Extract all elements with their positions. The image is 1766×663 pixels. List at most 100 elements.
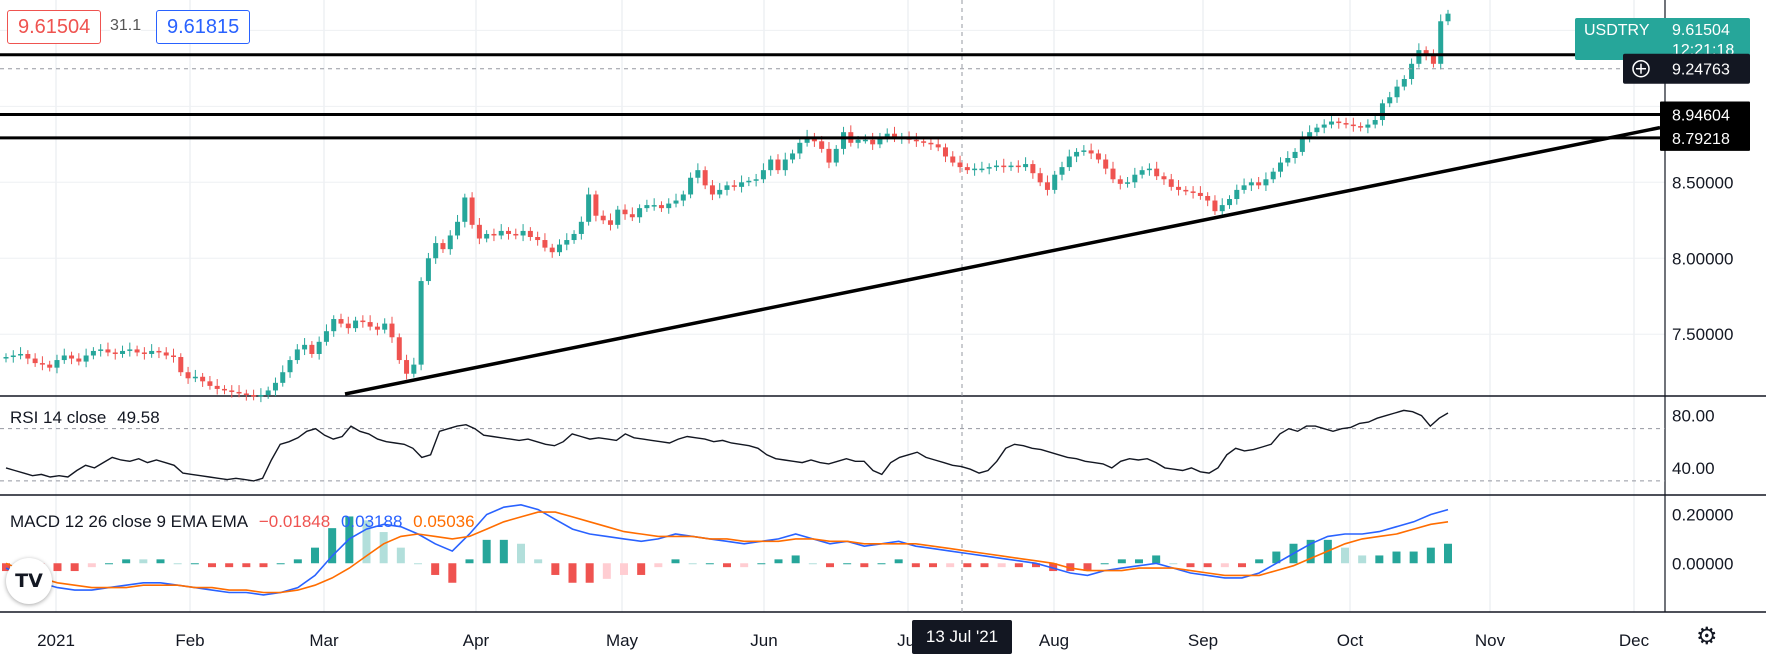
candle: [1277, 157, 1283, 178]
macd-legend[interactable]: MACD 12 26 close 9 EMA EMA −0.01848 0.03…: [10, 512, 481, 532]
candle-body: [790, 153, 796, 160]
candle: [1183, 186, 1189, 196]
candle: [47, 360, 53, 372]
candle-body: [564, 240, 570, 245]
candle-body: [942, 147, 948, 157]
time-axis[interactable]: 2021 Feb Mar Apr May Jun Jul Aug Sep Oct Nov Dec: [37, 631, 1650, 650]
candle: [1219, 198, 1225, 217]
macd-histogram-bar: [1375, 555, 1384, 564]
candle-body: [972, 168, 978, 171]
candle-body: [1321, 124, 1327, 128]
candle: [229, 385, 235, 398]
candle-body: [1205, 195, 1211, 201]
rsi-line: [5, 409, 1449, 482]
macd-histogram-bar: [1392, 551, 1401, 564]
candle: [622, 204, 628, 220]
candle-body: [1277, 162, 1283, 172]
time-tick-label: Apr: [463, 631, 490, 650]
candle-body: [236, 391, 242, 394]
level-price-badge: [1660, 101, 1750, 128]
candle-body: [1241, 185, 1247, 190]
candle-body: [535, 237, 541, 241]
macd-histogram-bar: [534, 559, 543, 564]
candle-body: [221, 388, 227, 391]
macd-signal-value: 0.05036: [413, 512, 475, 531]
crosshair-price-badge: [1623, 53, 1750, 84]
candle-body: [1227, 199, 1233, 206]
candle: [870, 132, 876, 150]
candle: [1001, 158, 1007, 173]
candle-body: [90, 350, 96, 356]
candle: [680, 190, 686, 207]
candle: [1037, 167, 1043, 187]
macd-histogram-bar: [705, 563, 714, 565]
candle: [1248, 178, 1254, 191]
candle: [506, 227, 512, 240]
candle-body: [353, 320, 359, 329]
candle: [928, 137, 934, 150]
candle-body: [666, 203, 672, 209]
bid-price[interactable]: 9.61504: [7, 10, 102, 44]
candle: [83, 348, 89, 368]
candle: [1430, 49, 1436, 68]
candle: [1387, 91, 1393, 108]
candle: [986, 163, 992, 175]
candle-body: [251, 395, 257, 397]
candle-body: [1336, 121, 1342, 124]
candle: [178, 353, 184, 377]
macd-histogram-bar: [1272, 551, 1281, 564]
candle-body: [178, 357, 184, 373]
candle: [447, 230, 453, 255]
candle: [884, 128, 890, 143]
macd-histogram-bar: [1066, 563, 1075, 572]
rsi-legend[interactable]: RSI 14 close 49.58: [10, 408, 166, 428]
candle: [389, 316, 395, 343]
user-drawings[interactable]: [0, 53, 1665, 396]
macd-histogram-bar: [551, 563, 560, 575]
candle: [957, 155, 963, 173]
candle-body: [1168, 179, 1174, 187]
candle: [724, 181, 730, 196]
macd-histogram-bar: [1358, 555, 1367, 564]
candle-body: [1030, 164, 1036, 174]
candle: [251, 389, 257, 401]
macd-histogram-bar: [808, 563, 817, 565]
macd-histogram-bar: [723, 563, 731, 568]
macd-histogram-bar: [1032, 563, 1040, 568]
candle-body: [702, 170, 708, 186]
candle: [192, 369, 198, 383]
candle: [811, 132, 817, 147]
candle-body: [637, 208, 643, 218]
candle-body: [200, 376, 206, 382]
candle: [1292, 148, 1298, 164]
tradingview-logo-icon[interactable]: TV: [6, 558, 52, 604]
candle: [877, 132, 883, 149]
candle: [236, 385, 242, 398]
candle: [1350, 117, 1356, 132]
candle: [258, 388, 264, 403]
macd-line: [5, 503, 1449, 596]
candle: [1343, 117, 1349, 129]
ask-price[interactable]: 9.61815: [156, 10, 251, 44]
candle: [411, 357, 417, 378]
candle: [600, 210, 606, 225]
candle: [1015, 160, 1021, 173]
candle-body: [1314, 127, 1320, 133]
candle: [323, 324, 329, 346]
macd-histogram-bar: [1203, 563, 1212, 568]
candle: [542, 233, 548, 252]
macd-histogram-bar: [1135, 559, 1143, 564]
candle: [32, 353, 38, 367]
candle-body: [1132, 174, 1138, 183]
candle-body: [1074, 151, 1080, 157]
candle: [586, 187, 592, 226]
macd-histogram-bar: [1255, 559, 1264, 564]
candle-body: [76, 358, 82, 362]
candle-body: [957, 162, 963, 168]
price-axis[interactable]: 7.50000 8.00000 8.50000 80.00 40.00 0.20000 0.…: [1575, 18, 1750, 573]
gear-icon[interactable]: ⚙: [1696, 623, 1718, 650]
candle: [1409, 58, 1415, 85]
time-tick-label: Feb: [175, 631, 204, 650]
candle-body: [527, 230, 533, 237]
